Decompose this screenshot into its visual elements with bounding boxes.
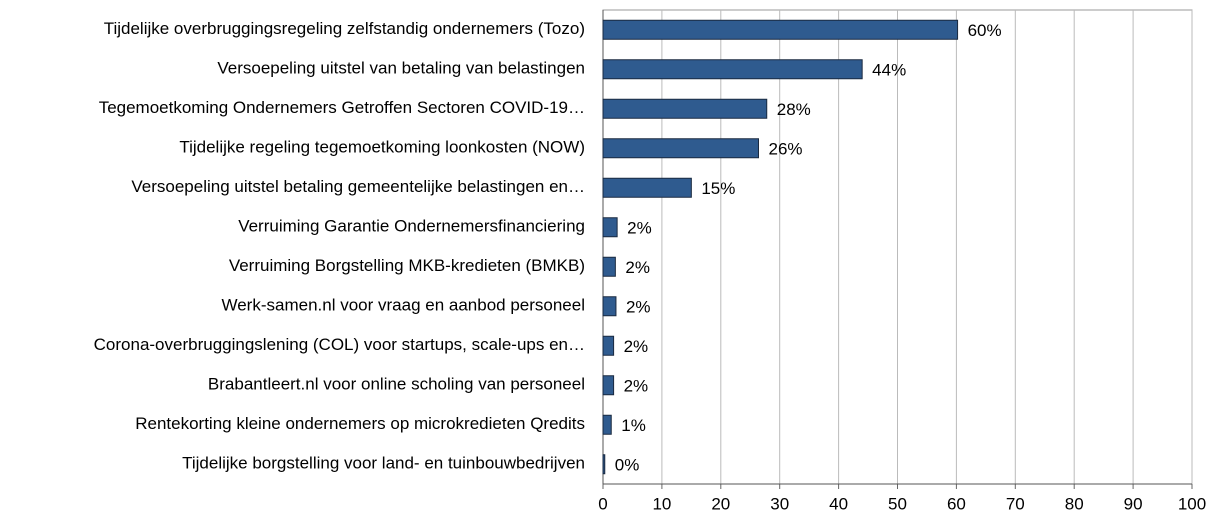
- bar: [602, 177, 692, 198]
- y-tick-label: Tegemoetkoming Ondernemers Getroffen Sec…: [99, 98, 585, 117]
- data-label: 60%: [968, 21, 1002, 40]
- y-tick-label: Werk-samen.nl voor vraag en aanbod perso…: [221, 296, 585, 315]
- bar: [602, 59, 863, 80]
- y-tick-label: Verruiming Garantie Ondernemersfinancier…: [238, 217, 585, 236]
- x-tick-label: 50: [888, 494, 907, 513]
- data-label: 2%: [624, 337, 649, 356]
- x-tick-label: 30: [770, 494, 789, 513]
- y-tick-label: Verruiming Borgstelling MKB-kredieten (B…: [229, 256, 585, 275]
- bar: [602, 98, 768, 119]
- x-tick-label: 60: [947, 494, 966, 513]
- data-label: 2%: [624, 377, 649, 396]
- data-label: 28%: [777, 100, 811, 119]
- x-tick-label: 100: [1178, 494, 1206, 513]
- y-tick-label: Versoepeling uitstel van betaling van be…: [217, 59, 585, 78]
- x-tick-label: 40: [829, 494, 848, 513]
- bar: [602, 335, 615, 356]
- data-label: 2%: [626, 298, 651, 317]
- x-tick-label: 70: [1006, 494, 1025, 513]
- x-tick-label: 90: [1124, 494, 1143, 513]
- y-tick-label: Versoepeling uitstel betaling gemeenteli…: [131, 177, 585, 196]
- x-tick-label: 20: [711, 494, 730, 513]
- bar: [602, 256, 616, 277]
- data-label: 15%: [701, 179, 735, 198]
- y-tick-label: Tijdelijke regeling tegemoetkoming loonk…: [179, 138, 585, 157]
- x-tick-label: 80: [1065, 494, 1084, 513]
- data-label: 26%: [768, 140, 802, 159]
- y-tick-label: Tijdelijke borgstelling voor land- en tu…: [182, 454, 585, 473]
- bar: [602, 296, 617, 317]
- data-label: 1%: [621, 416, 646, 435]
- bar: [602, 414, 612, 435]
- y-tick-label: Tijdelijke overbruggingsregeling zelfsta…: [104, 19, 585, 38]
- data-label: 2%: [627, 219, 652, 238]
- x-tick-label: 10: [652, 494, 671, 513]
- bar: [602, 217, 618, 238]
- bar: [602, 138, 759, 159]
- data-label: 2%: [625, 258, 650, 277]
- data-label: 0%: [615, 456, 640, 475]
- x-tick-label: 0: [598, 494, 607, 513]
- bar: [602, 454, 606, 475]
- bar: [602, 19, 959, 40]
- y-tick-label: Corona-overbruggingslening (COL) voor st…: [94, 335, 585, 354]
- bar: [602, 375, 615, 396]
- y-tick-label: Brabantleert.nl voor online scholing van…: [208, 375, 585, 394]
- data-label: 44%: [872, 61, 906, 80]
- y-tick-label: Rentekorting kleine ondernemers op micro…: [135, 414, 585, 433]
